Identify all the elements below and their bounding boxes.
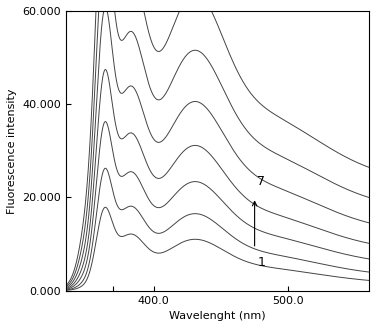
Y-axis label: Fluorescence intensity: Fluorescence intensity: [7, 88, 17, 214]
Text: 1: 1: [257, 256, 265, 269]
Text: 7: 7: [257, 175, 265, 188]
X-axis label: Wavelenght (nm): Wavelenght (nm): [169, 311, 266, 321]
